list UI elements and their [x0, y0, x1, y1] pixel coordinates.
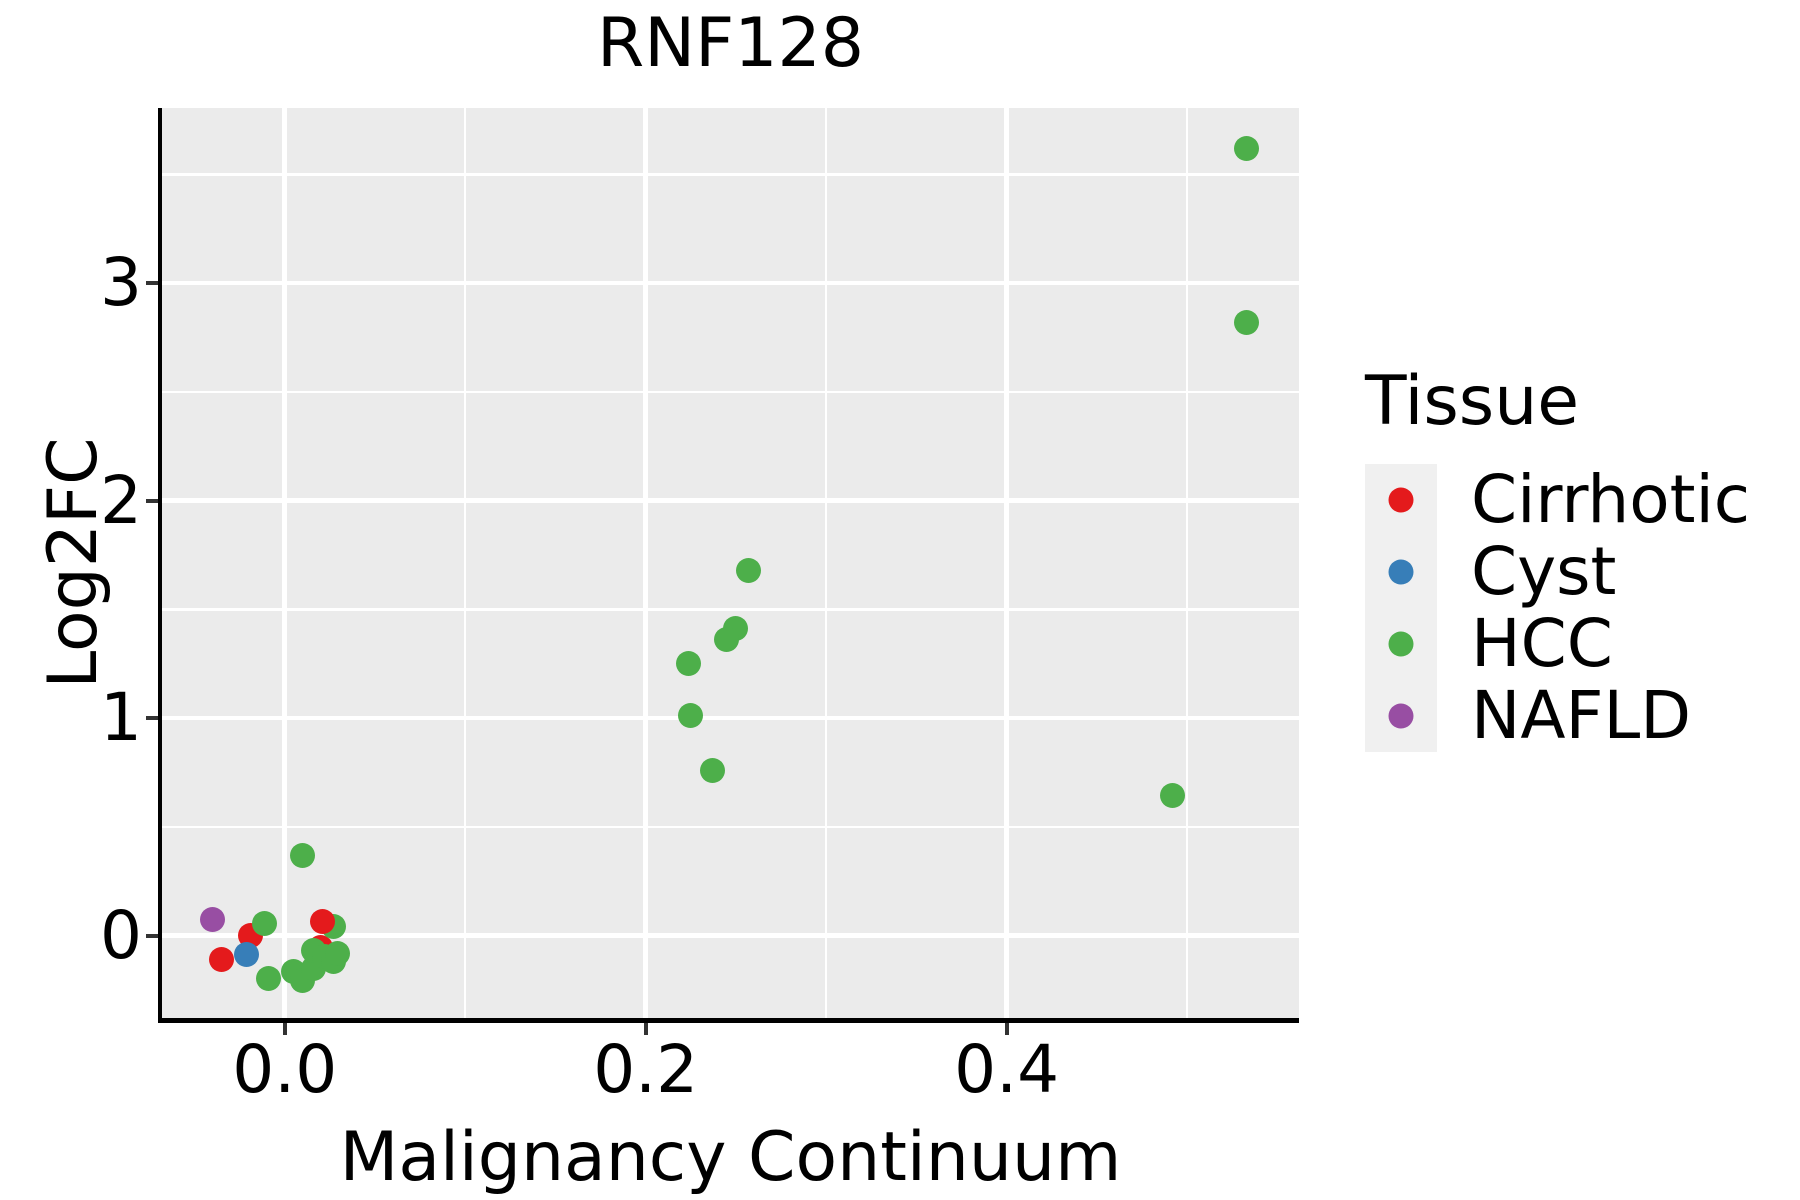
scatter-point-cyst	[234, 941, 260, 967]
legend: Tissue Cirrhotic Cyst HCC NAFLD	[1365, 360, 1750, 752]
scatter-point-cirrhotic	[209, 946, 235, 972]
scatter-point-hcc	[324, 940, 350, 966]
chart-title: RNF128	[596, 4, 865, 83]
scatter-point-nafld	[200, 907, 226, 933]
gridline-y-minor	[162, 173, 1299, 176]
gridline-x-major	[1004, 108, 1009, 1018]
scatter-point-hcc	[255, 965, 281, 991]
y-tick-mark	[145, 933, 158, 938]
scatter-point-hcc	[290, 842, 316, 868]
gridline-x-major	[643, 108, 648, 1018]
legend-dot-icon	[1388, 487, 1414, 513]
scatter-point-hcc	[678, 703, 704, 729]
x-tick-mark	[1004, 1022, 1009, 1035]
legend-items: Cirrhotic Cyst HCC NAFLD	[1365, 464, 1750, 752]
legend-dot-icon	[1388, 631, 1414, 657]
legend-dot-icon	[1388, 703, 1414, 729]
gridline-y-major	[162, 280, 1299, 286]
y-tick-label: 1	[100, 679, 142, 757]
gridline-x-minor	[824, 108, 828, 1018]
legend-label: Cirrhotic	[1471, 461, 1751, 538]
x-tick-label: 0.0	[232, 1031, 338, 1108]
gridline-y-major	[162, 933, 1299, 938]
scatter-point-hcc	[1234, 309, 1260, 335]
legend-label: Cyst	[1471, 533, 1617, 610]
legend-label: NAFLD	[1471, 677, 1692, 754]
scatter-point-hcc	[1160, 782, 1186, 808]
legend-item-hcc: HCC	[1365, 608, 1750, 680]
legend-key	[1365, 464, 1437, 536]
y-tick-label: 0	[100, 896, 142, 974]
x-tick-label: 0.2	[593, 1031, 699, 1108]
x-axis-line	[157, 1018, 1299, 1023]
legend-item-cirrhotic: Cirrhotic	[1365, 464, 1750, 536]
scatter-point-hcc	[736, 557, 762, 583]
y-tick-mark	[145, 498, 158, 503]
gridline-y-minor	[162, 390, 1299, 394]
scatter-point-hcc	[699, 758, 725, 784]
gridline-x-minor	[1185, 108, 1189, 1018]
legend-key	[1365, 536, 1437, 608]
scatter-point-cirrhotic	[310, 909, 336, 935]
legend-item-nafld: NAFLD	[1365, 680, 1750, 752]
scatter-point-hcc	[1234, 135, 1260, 161]
x-tick-mark	[643, 1022, 648, 1035]
y-tick-label: 3	[100, 244, 142, 322]
gridline-y-minor	[162, 608, 1299, 611]
x-axis-label: Malignancy Continuum	[339, 1118, 1122, 1197]
scatter-point-hcc	[714, 627, 740, 653]
plot-panel	[162, 108, 1299, 1018]
gridline-y-minor	[162, 825, 1299, 829]
gridline-x-minor	[463, 108, 467, 1018]
legend-key	[1365, 608, 1437, 680]
y-tick-label: 2	[100, 461, 142, 539]
y-tick-mark	[145, 716, 158, 721]
y-tick-mark	[145, 281, 158, 286]
legend-title: Tissue	[1365, 362, 1580, 441]
x-tick-label: 0.4	[954, 1031, 1060, 1108]
scatter-point-hcc	[676, 651, 702, 677]
gridline-y-major	[162, 715, 1299, 721]
scatter-point-hcc	[252, 911, 278, 937]
x-tick-mark	[282, 1022, 287, 1035]
gridline-x-major	[282, 108, 287, 1018]
legend-label: HCC	[1471, 605, 1613, 682]
y-axis-line	[157, 108, 162, 1023]
gridline-y-major	[162, 498, 1299, 503]
legend-dot-icon	[1388, 559, 1414, 585]
legend-item-cyst: Cyst	[1365, 536, 1750, 608]
legend-key	[1365, 680, 1437, 752]
